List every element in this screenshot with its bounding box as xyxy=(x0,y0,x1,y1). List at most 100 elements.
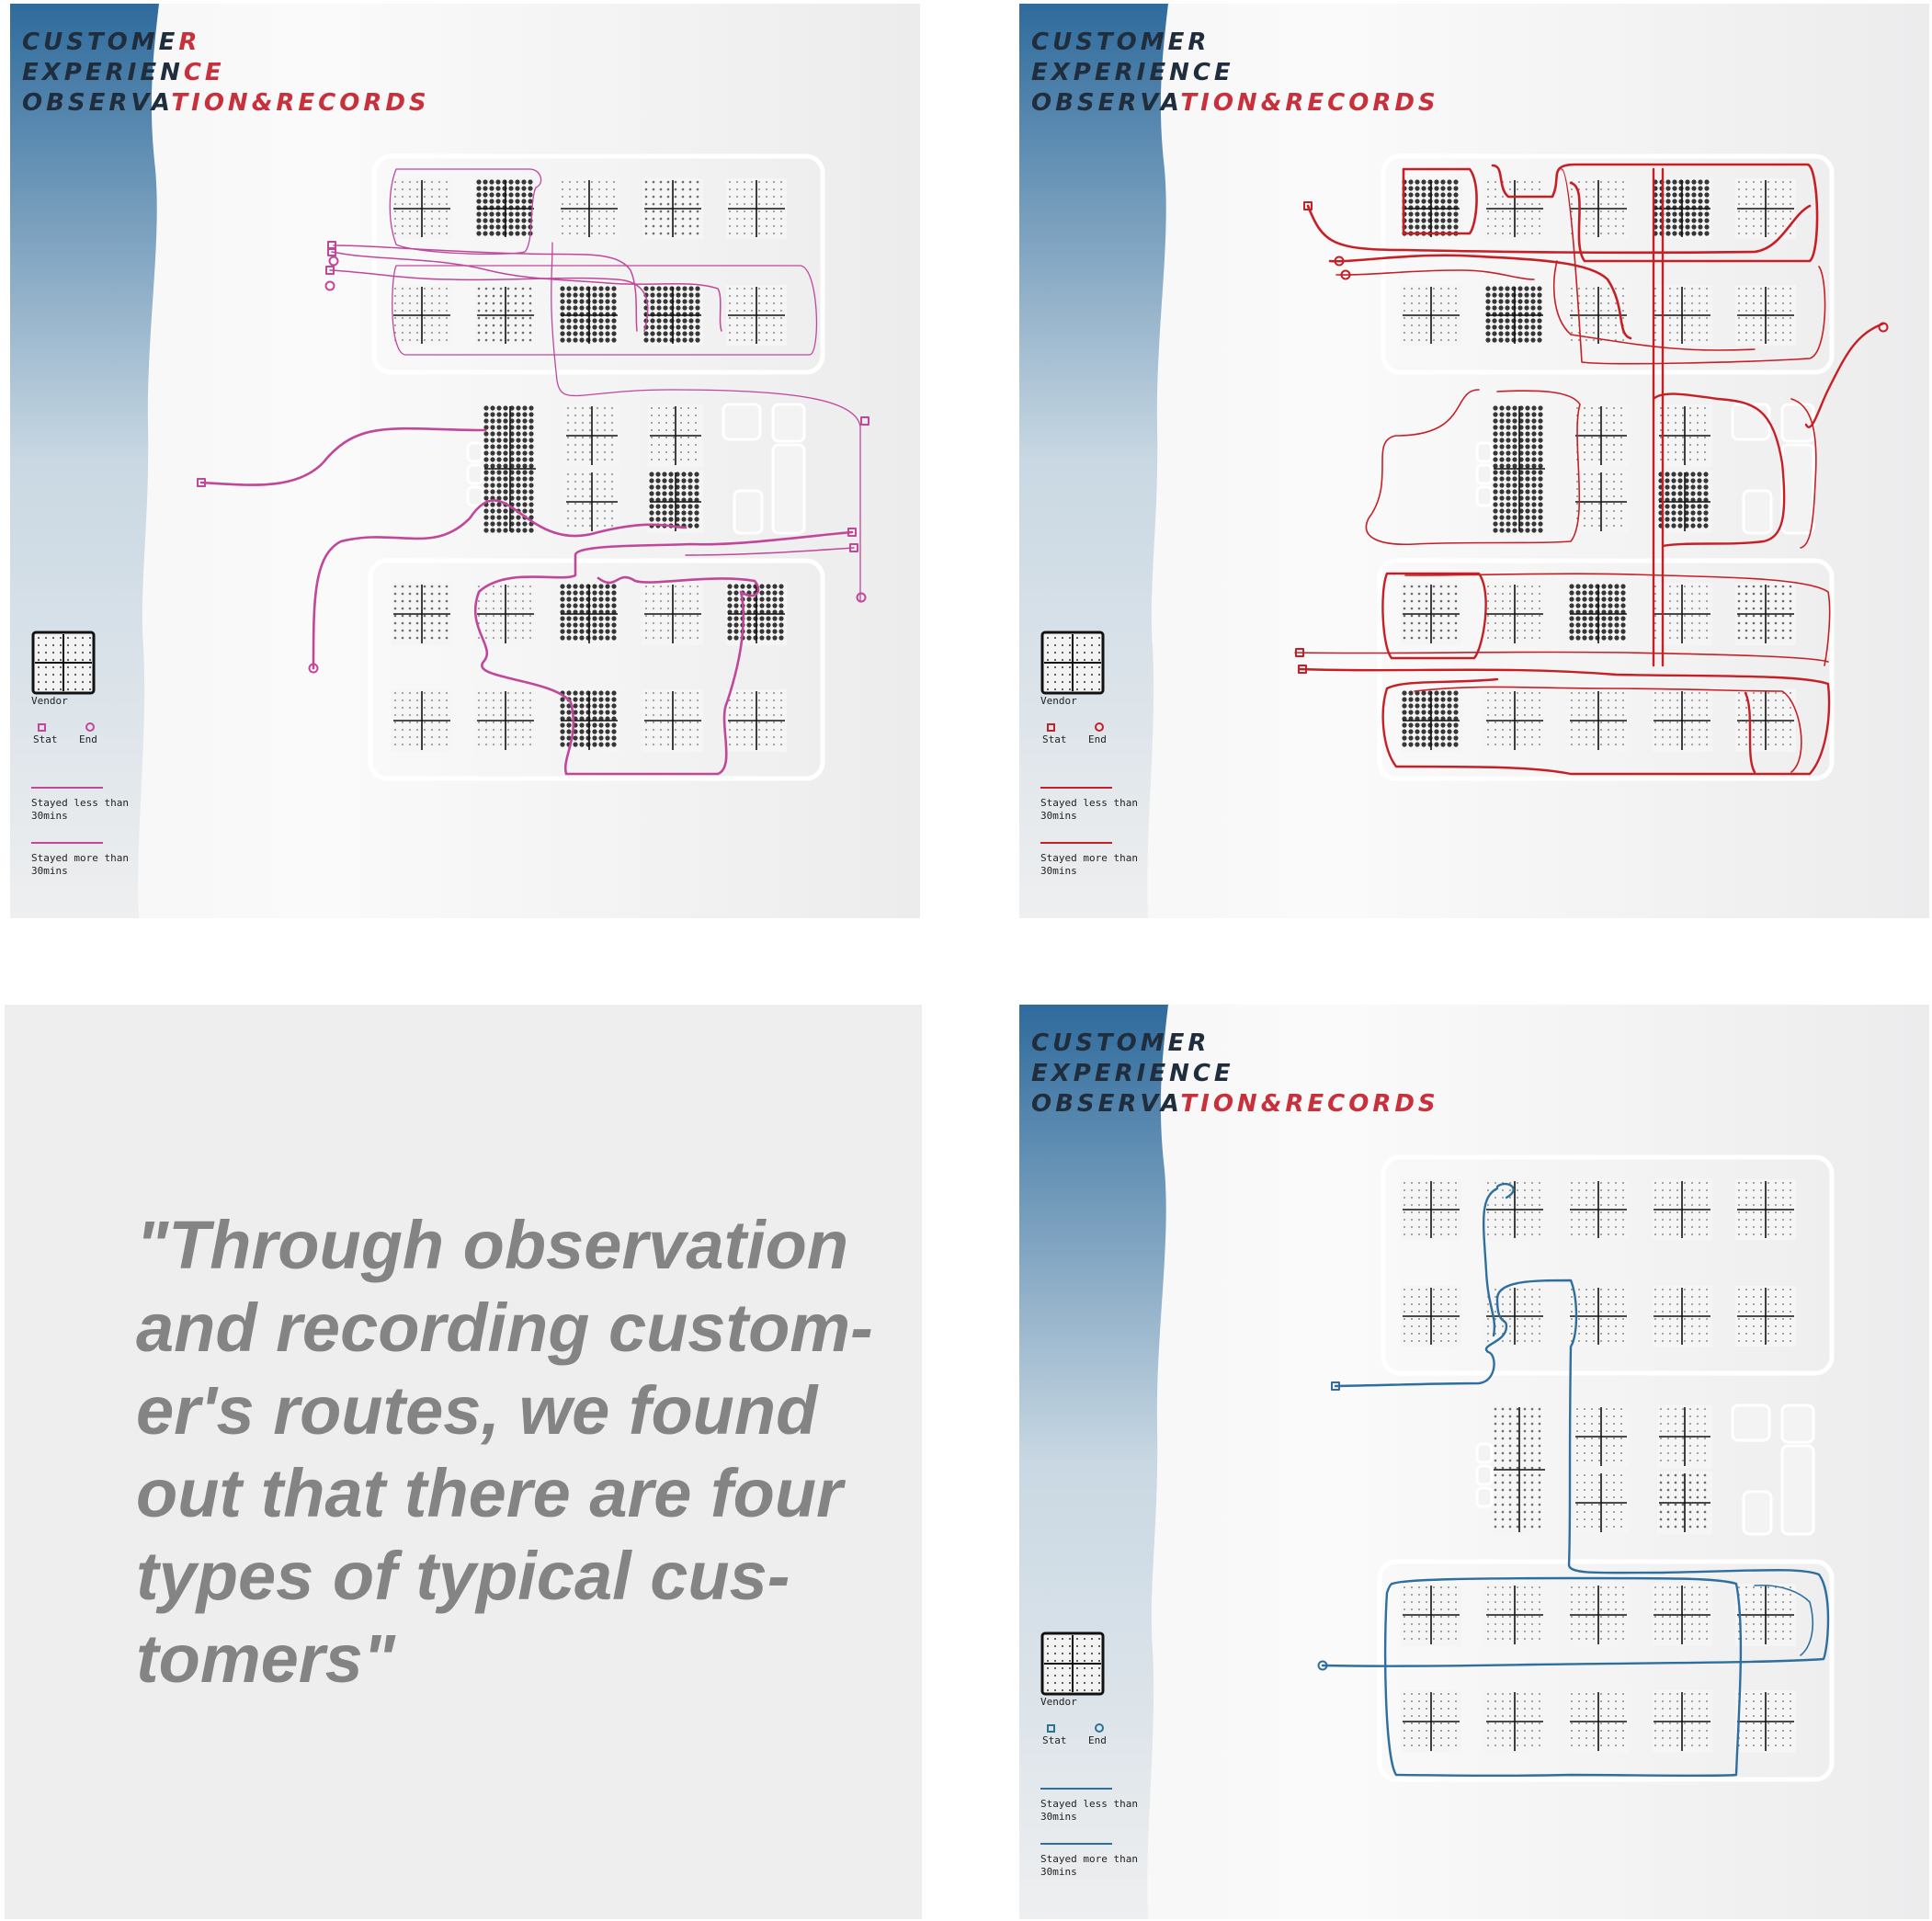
panel-title: CUSTOMER EXPERIENCE OBSERVATION&RECORDS xyxy=(1031,1029,1439,1120)
end-circle-icon xyxy=(1095,722,1104,732)
start-square-icon xyxy=(1047,1724,1055,1733)
legend-more-line xyxy=(31,842,103,844)
vendor-icon xyxy=(1040,1631,1105,1696)
vendor-stall xyxy=(1735,1690,1796,1753)
vendor-stall xyxy=(1735,583,1796,645)
vendor-stall xyxy=(1574,1472,1629,1534)
legend-less-line xyxy=(1040,1788,1112,1790)
vendor-stall xyxy=(392,178,452,239)
panel-title-line: CUSTOMER xyxy=(22,28,201,56)
vendor-stall xyxy=(1652,1179,1712,1240)
vendor-stall xyxy=(1652,178,1712,239)
panel-title-line: EXPERIENCE xyxy=(1031,59,1234,86)
vendor-stall xyxy=(1484,1690,1545,1753)
vendor-stall xyxy=(1652,689,1712,752)
legend-vendor-label: Vendor xyxy=(31,695,68,707)
quote-line: out that there are four xyxy=(136,1455,843,1531)
customer-route xyxy=(389,168,542,256)
vendor-stall xyxy=(559,583,619,645)
vendor-stall xyxy=(1652,583,1712,645)
panel-title-line: OBSERVATION&RECORDS xyxy=(1031,89,1439,117)
vendor-stall xyxy=(648,404,703,467)
route-end-marker xyxy=(856,592,867,603)
route-map-panel-magenta: CUSTOMER EXPERIENCE OBSERVATION&RECORDS Ve… xyxy=(10,4,920,918)
route-end-marker xyxy=(1340,269,1351,280)
vendor-stall xyxy=(726,285,787,346)
map-legend: Vendor Stat End Stayed less than 30mins … xyxy=(1040,631,1151,877)
route-end-marker xyxy=(1317,1660,1328,1671)
customer-route xyxy=(1335,269,1535,280)
customer-route xyxy=(1328,254,1632,340)
vendor-icon xyxy=(1040,631,1105,695)
vendor-stall xyxy=(392,583,452,645)
legend-vendor-label: Vendor xyxy=(1040,695,1077,707)
start-square-icon xyxy=(1047,723,1055,732)
vendor-stall xyxy=(1484,1286,1545,1347)
customer-route xyxy=(1402,167,1478,235)
route-end-marker xyxy=(1334,256,1345,267)
customer-route xyxy=(1414,686,1802,773)
vendor-stall xyxy=(1484,285,1545,346)
customer-route xyxy=(1381,572,1487,660)
quote-line: er's routes, we found xyxy=(136,1372,818,1449)
vendor-stall xyxy=(1568,1179,1629,1240)
vendor-stall xyxy=(1657,404,1712,467)
vendor-stall xyxy=(642,178,703,239)
customer-route-lines xyxy=(1294,163,1889,776)
vendor-stall xyxy=(392,689,452,752)
vendor-stall xyxy=(1735,689,1796,752)
vendor-stall xyxy=(1652,285,1712,346)
legend-vendor-label: Vendor xyxy=(1040,1696,1077,1708)
customer-route xyxy=(331,251,722,332)
customer-route xyxy=(329,269,649,332)
quote-line: tomers" xyxy=(136,1620,395,1697)
vendor-stall xyxy=(1401,285,1461,346)
route-end-marker xyxy=(324,280,335,291)
vendor-stall xyxy=(475,583,536,645)
route-start-marker xyxy=(847,528,857,537)
vendor-stall xyxy=(1568,1690,1629,1753)
vendor-stall xyxy=(1484,1179,1545,1240)
vendor-stall xyxy=(1492,404,1547,533)
customer-route xyxy=(333,244,638,332)
route-start-marker xyxy=(325,266,335,275)
route-end-marker xyxy=(1878,322,1889,333)
customer-route xyxy=(1298,667,1831,776)
vendor-stall xyxy=(475,178,536,239)
route-start-marker xyxy=(860,416,869,426)
route-start-marker xyxy=(197,478,206,487)
legend-start-label: Stat xyxy=(1042,1734,1067,1746)
customer-route xyxy=(1561,168,1826,365)
vendor-stall xyxy=(1484,1584,1545,1646)
market-floor-plan xyxy=(368,153,825,781)
route-end-marker xyxy=(328,256,339,267)
vendor-stall xyxy=(483,404,538,533)
vendor-stall xyxy=(726,689,787,752)
vendor-stall xyxy=(1484,178,1545,239)
vendor-stall xyxy=(1401,1179,1461,1240)
vendor-stall xyxy=(1568,1584,1629,1646)
side-gradient-strip xyxy=(1019,1005,1168,1919)
route-map-panel-red: CUSTOMER EXPERIENCE OBSERVATION&RECORDS Ve… xyxy=(1019,4,1929,918)
panel-title-line: EXPERIENCE xyxy=(1031,1060,1234,1087)
customer-route xyxy=(1790,398,1817,549)
legend-less-label: Stayed less than 30mins xyxy=(1040,797,1138,822)
legend-end-label: End xyxy=(1088,1734,1107,1746)
panel-title-line: OBSERVATION&RECORDS xyxy=(1031,1090,1439,1118)
legend-less-label: Stayed less than 30mins xyxy=(1040,1798,1138,1823)
customer-route xyxy=(312,499,688,670)
route-end-marker xyxy=(308,663,319,674)
customer-route xyxy=(1365,389,1581,546)
middle-stall-zone xyxy=(466,403,806,535)
customer-route xyxy=(1383,1576,1743,1778)
panel-title: CUSTOMER EXPERIENCE OBSERVATION&RECORDS xyxy=(22,28,430,119)
legend-end-label: End xyxy=(1088,733,1107,745)
panel-title: CUSTOMER EXPERIENCE OBSERVATION&RECORDS xyxy=(1031,28,1439,119)
customer-route xyxy=(1652,167,1665,667)
legend-more-line xyxy=(1040,1843,1112,1845)
vendor-stall xyxy=(1735,1179,1796,1240)
vendor-stall xyxy=(564,404,619,467)
vendor-stall xyxy=(559,178,619,239)
legend-less-label: Stayed less than 30mins xyxy=(31,797,129,822)
quote-panel xyxy=(5,1005,922,1919)
